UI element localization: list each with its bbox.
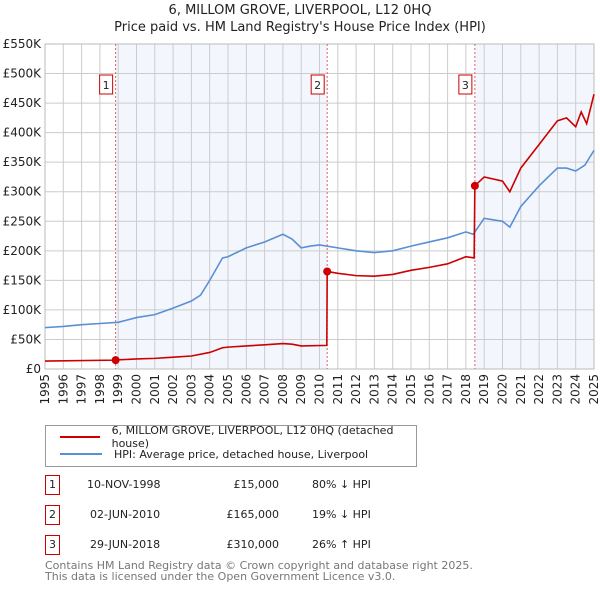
x-tick-label: 2023: [550, 374, 564, 405]
x-tick-label: 2018: [459, 374, 473, 405]
sale-point: [470, 181, 479, 190]
chart-title: 6, MILLOM GROVE, LIVERPOOL, L12 0HQ: [168, 3, 432, 18]
sale-hpi: 19% ↓ HPI: [312, 508, 371, 521]
legend-red-label: 6, MILLOM GROVE, LIVERPOOL, L12 0HQ (det…: [111, 424, 394, 450]
x-tick-label: 2011: [331, 374, 345, 405]
chart-subtitle: Price paid vs. HM Land Registry's House …: [114, 20, 486, 35]
y-tick-label: £300K: [3, 185, 43, 199]
y-tick-label: £450K: [3, 96, 43, 110]
y-tick-label: £250K: [3, 214, 43, 228]
sale-point: [111, 356, 120, 365]
sale-price: £15,000: [233, 478, 280, 491]
x-tick-label: 2006: [239, 374, 253, 405]
x-tick-label: 2009: [294, 374, 308, 405]
x-tick-label: 2005: [221, 374, 235, 405]
y-tick-label: £400K: [3, 126, 43, 140]
legend: 6, MILLOM GROVE, LIVERPOOL, L12 0HQ (det…: [45, 424, 417, 467]
hpi-line: [44, 149, 595, 329]
x-tick-label: 1999: [111, 374, 125, 405]
x-tick-label: 1998: [93, 374, 107, 405]
legend-blue-swatch: [60, 453, 102, 455]
y-tick-label: £50K: [10, 332, 42, 346]
x-tick-label: 2020: [496, 374, 510, 405]
x-tick-label: 2002: [166, 374, 180, 405]
legend-blue-label: HPI: Average price, detached house, Live…: [114, 447, 369, 461]
footer-line1: Contains HM Land Registry data © Crown c…: [45, 559, 473, 572]
sale-date: 10-NOV-1998: [87, 478, 161, 491]
sale-point: [323, 267, 332, 276]
footer: Contains HM Land Registry data © Crown c…: [45, 560, 473, 582]
sale-hpi: 80% ↓ HPI: [312, 478, 371, 491]
x-tick-label: 2003: [184, 374, 198, 405]
y-tick-label: £550K: [3, 37, 43, 51]
sale-price: £165,000: [226, 508, 280, 521]
sale-label-box: [310, 74, 325, 95]
sale-label-box: [99, 74, 114, 95]
y-tick-label: £0: [26, 362, 41, 376]
x-tick-label: 2025: [587, 374, 600, 405]
plot-border: [44, 43, 595, 370]
sale-label: 2: [314, 79, 321, 92]
plot-area: £0 £50K £100K £150K £200K £250K £300K £350K £400…: [3, 37, 600, 405]
sale-date: 02-JUN-2010: [90, 508, 161, 521]
y-tick-label: £150K: [3, 273, 43, 287]
x-tick-label: 1996: [56, 374, 70, 405]
y-tick-label: £350K: [3, 155, 43, 169]
x-tick-label: 2019: [477, 374, 491, 405]
x-tick-label: 2021: [514, 374, 528, 405]
x-tick-label: 2024: [569, 374, 583, 405]
sale-number: 2: [45, 505, 60, 525]
x-tick-label: 2007: [258, 374, 272, 405]
footer-line2: This data is licensed under the Open Gov…: [45, 570, 396, 583]
x-tick-label: 2014: [386, 374, 400, 405]
x-tick-label: 2017: [441, 374, 455, 405]
shaded-period: [474, 44, 594, 369]
x-tick-label: 2016: [422, 374, 436, 405]
sale-price: £310,000: [226, 538, 280, 551]
sale-number: 3: [45, 535, 60, 555]
y-tick-label: £500K: [3, 67, 43, 81]
x-tick-label: 2022: [532, 374, 546, 405]
x-tick-label: 2010: [313, 374, 327, 405]
sale-date: 29-JUN-2018: [90, 538, 161, 551]
sale-hpi: 26% ↑ HPI: [312, 538, 371, 551]
x-tick-label: 2013: [367, 374, 381, 405]
table-row: 1 10-NOV-1998 £15,000 80% ↓ HPI: [45, 475, 445, 495]
y-tick-label: £200K: [3, 244, 43, 258]
price-paid-line: [44, 94, 595, 362]
x-tick-label: 1997: [75, 374, 89, 405]
sale-number: 1: [45, 475, 60, 495]
x-tick-label: 2001: [148, 374, 162, 405]
y-tick-label: £100K: [3, 303, 43, 317]
x-tick-label: 2015: [404, 374, 418, 405]
table-row: 3 29-JUN-2018 £310,000 26% ↑ HPI: [45, 535, 445, 555]
x-tick-label: 2000: [130, 374, 144, 405]
x-tick-label: 2008: [276, 374, 290, 405]
sale-label: 1: [103, 79, 110, 92]
x-tick-label: 2012: [349, 374, 363, 405]
x-tick-label: 1995: [38, 374, 52, 405]
shaded-period: [115, 44, 328, 369]
table-row: 2 02-JUN-2010 £165,000 19% ↓ HPI: [45, 505, 445, 525]
sale-label: 3: [462, 79, 469, 92]
legend-red-swatch: [60, 436, 100, 438]
x-tick-label: 2004: [203, 374, 217, 405]
sale-label-box: [458, 74, 473, 95]
